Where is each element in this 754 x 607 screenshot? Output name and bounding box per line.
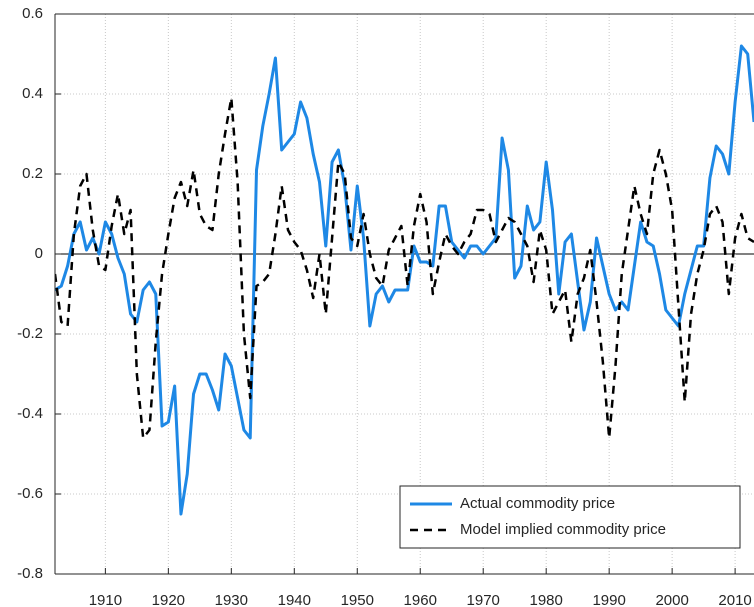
x-tick-label: 1970 bbox=[467, 592, 500, 607]
x-tick-label: 1940 bbox=[278, 592, 311, 607]
x-tick-label: 1980 bbox=[530, 592, 563, 607]
x-tick-label: 1910 bbox=[89, 592, 122, 607]
legend-label: Actual commodity price bbox=[460, 495, 615, 512]
series-line bbox=[55, 96, 754, 440]
y-tick-label: -0.8 bbox=[17, 565, 43, 582]
y-tick-label: 0.2 bbox=[22, 165, 43, 182]
x-tick-label: 2000 bbox=[655, 592, 688, 607]
x-tick-label: 1950 bbox=[341, 592, 374, 607]
y-tick-label: -0.6 bbox=[17, 485, 43, 502]
y-tick-label: 0.4 bbox=[22, 85, 43, 102]
legend-label: Model implied commodity price bbox=[460, 521, 666, 538]
x-tick-label: 2010 bbox=[718, 592, 751, 607]
y-tick-label: 0 bbox=[35, 245, 43, 262]
y-tick-label: -0.2 bbox=[17, 325, 43, 342]
y-tick-label: -0.4 bbox=[17, 405, 43, 422]
legend: Actual commodity price Model implied comm… bbox=[399, 485, 741, 549]
x-tick-label: 1990 bbox=[592, 592, 625, 607]
x-tick-label: 1920 bbox=[152, 592, 185, 607]
x-tick-label: 1960 bbox=[404, 592, 437, 607]
plot-area bbox=[55, 44, 754, 516]
series-line bbox=[55, 44, 754, 516]
x-tick-label: 1930 bbox=[215, 592, 248, 607]
legend-box bbox=[399, 485, 741, 549]
y-tick-label: 0.6 bbox=[22, 5, 43, 22]
axes: -0.8 -0.6 -0.4 -0.2 0 0.2 0.4 0.6 1910 1920 1930 19… bbox=[17, 5, 754, 607]
